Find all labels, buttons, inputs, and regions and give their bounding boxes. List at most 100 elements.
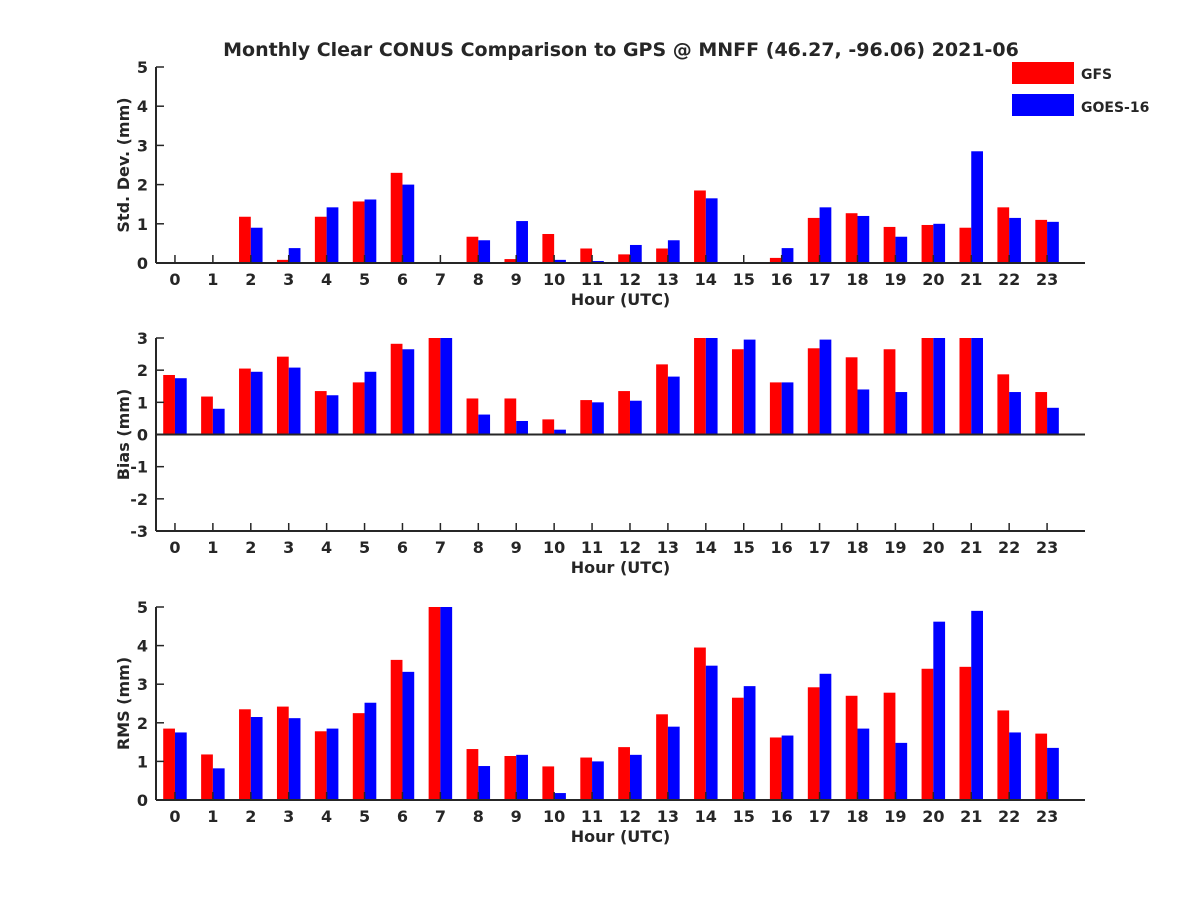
bar-gfs-13 [656, 248, 668, 263]
x-tick-label-6: 6 [397, 270, 408, 289]
y-tick-label-1: 1 [137, 393, 148, 412]
bar-gfs-22 [997, 207, 1010, 263]
bar-gfs-14 [694, 647, 706, 800]
x-tick-label-16: 16 [771, 538, 793, 557]
bar-goes16-2 [250, 227, 263, 263]
x-tick-label-20: 20 [922, 807, 944, 826]
x-tick-label-0: 0 [169, 807, 180, 826]
y-tick-label-3: 3 [137, 675, 148, 694]
x-tick-label-7: 7 [435, 270, 446, 289]
bar-gfs-8 [466, 749, 479, 800]
x-tick-label-18: 18 [846, 538, 868, 557]
bar-goes16-17 [819, 339, 832, 435]
bar-goes16-19 [895, 236, 908, 263]
y-tick-label--2: -2 [130, 490, 148, 509]
bar-gfs-5 [352, 713, 365, 800]
bar-gfs-17 [807, 687, 820, 800]
x-tick-label-8: 8 [473, 270, 484, 289]
bar-gfs-4 [314, 216, 327, 263]
x-tick-label-1: 1 [207, 270, 218, 289]
x-tick-label-18: 18 [846, 270, 868, 289]
bar-gfs-22 [997, 710, 1010, 800]
bar-gfs-6 [390, 172, 403, 263]
x-tick-label-10: 10 [543, 538, 565, 557]
x-tick-label-4: 4 [321, 807, 332, 826]
bar-goes16-7 [440, 338, 453, 435]
bar-gfs-1 [201, 754, 213, 800]
bar-gfs-17 [807, 217, 820, 263]
x-tick-label-10: 10 [543, 270, 565, 289]
bar-gfs-21 [959, 666, 972, 800]
bar-gfs-2 [239, 709, 251, 800]
bar-gfs-23 [1035, 733, 1048, 800]
x-tick-label-8: 8 [473, 807, 484, 826]
bar-gfs-22 [997, 374, 1010, 435]
bar-gfs-16 [769, 737, 782, 800]
bar-goes16-4 [326, 207, 339, 263]
bar-goes16-9 [516, 754, 528, 800]
y-axis-label: Std. Dev. (mm) [114, 97, 133, 232]
x-tick-label-22: 22 [998, 807, 1020, 826]
y-tick-label-4: 4 [137, 97, 148, 116]
bar-goes16-21 [971, 338, 983, 435]
x-tick-label-7: 7 [435, 807, 446, 826]
x-tick-label-12: 12 [619, 538, 641, 557]
bar-gfs-4 [314, 391, 327, 435]
bar-gfs-20 [921, 668, 934, 800]
bar-goes16-10 [554, 429, 566, 435]
x-tick-label-13: 13 [657, 270, 679, 289]
bar-goes16-11 [592, 402, 604, 435]
bar-gfs-13 [656, 714, 668, 800]
x-tick-label-19: 19 [884, 807, 906, 826]
x-tick-label-13: 13 [657, 807, 679, 826]
x-tick-label-12: 12 [619, 807, 641, 826]
bar-goes16-3 [288, 718, 301, 800]
bar-gfs-2 [239, 368, 251, 435]
bar-gfs-12 [618, 747, 630, 800]
bar-goes16-8 [478, 240, 491, 263]
x-tick-label-17: 17 [808, 538, 830, 557]
x-tick-label-4: 4 [321, 270, 332, 289]
rms-panel: 0 1 2 3 4 5 6 7 8 9 10 11 12 13 14 15 16 17 18 19 20 21 22 2301… [114, 598, 1085, 846]
bar-goes16-2 [250, 371, 263, 435]
x-tick-label-2: 2 [245, 538, 256, 557]
bar-goes16-14 [705, 338, 718, 435]
bar-goes16-14 [705, 198, 718, 263]
x-tick-label-23: 23 [1036, 270, 1058, 289]
bar-gfs-10 [542, 766, 555, 800]
bar-goes16-16 [781, 735, 794, 800]
y-tick-label-2: 2 [137, 176, 148, 195]
bar-gfs-11 [580, 400, 593, 435]
bar-gfs-23 [1035, 392, 1048, 435]
y-tick-label-1: 1 [137, 752, 148, 771]
x-tick-label-23: 23 [1036, 538, 1058, 557]
x-tick-label-20: 20 [922, 538, 944, 557]
x-tick-label-0: 0 [169, 270, 180, 289]
x-tick-label-14: 14 [695, 270, 717, 289]
bar-gfs-20 [921, 338, 934, 435]
bar-goes16-15 [743, 686, 756, 800]
x-tick-label-21: 21 [960, 807, 982, 826]
bar-gfs-20 [921, 224, 934, 263]
y-tick-label-2: 2 [137, 714, 148, 733]
bar-goes16-13 [667, 376, 680, 435]
bar-goes16-4 [326, 395, 339, 435]
bar-gfs-3 [276, 356, 289, 435]
x-tick-label-9: 9 [511, 538, 522, 557]
x-tick-label-16: 16 [771, 270, 793, 289]
bar-goes16-17 [819, 673, 832, 800]
x-tick-label-23: 23 [1036, 807, 1058, 826]
legend-swatch-gfs [1012, 62, 1074, 84]
bar-goes16-0 [174, 378, 187, 435]
y-tick-label--1: -1 [130, 458, 148, 477]
bar-goes16-12 [629, 244, 642, 263]
x-tick-label-3: 3 [283, 270, 294, 289]
x-tick-label-11: 11 [581, 538, 603, 557]
bar-gfs-8 [466, 236, 479, 263]
bar-goes16-5 [364, 371, 377, 435]
x-tick-label-2: 2 [245, 807, 256, 826]
bar-gfs-14 [694, 190, 706, 263]
x-tick-label-9: 9 [511, 807, 522, 826]
y-tick-label-1: 1 [137, 215, 148, 234]
bar-gfs-6 [390, 659, 403, 800]
